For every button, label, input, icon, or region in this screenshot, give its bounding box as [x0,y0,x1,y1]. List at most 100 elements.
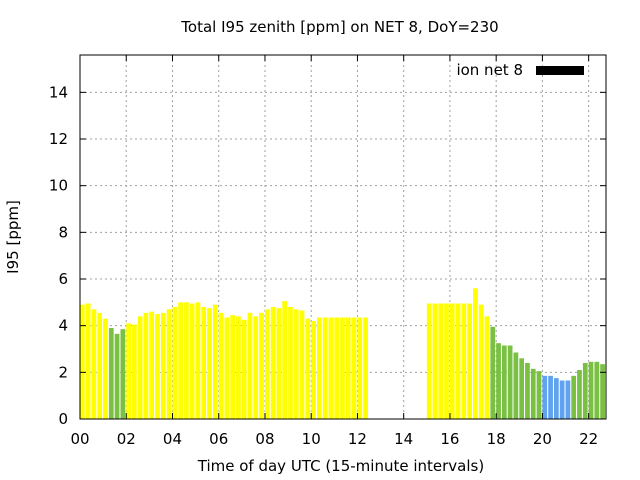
bar [114,333,120,419]
bar [155,314,160,419]
y-axis-label: I95 [ppm] [4,200,22,274]
x-tick-label: 02 [117,430,136,448]
bar [184,302,189,419]
y-tick-label: 12 [49,130,68,148]
bar [432,303,438,419]
x-tick-label: 08 [255,430,274,448]
bar [542,375,548,419]
bar [426,303,432,419]
bar [565,380,571,419]
bar [218,312,224,419]
bar [178,302,184,419]
bar [195,302,201,419]
bar [473,288,478,419]
bar [600,364,605,419]
bar [270,307,276,419]
bar [553,378,559,419]
bar [490,326,496,419]
bar [97,312,103,419]
bar [143,312,149,419]
bar [207,308,212,419]
bar [345,317,351,419]
x-tick-label: 16 [440,430,459,448]
y-tick-label: 6 [58,270,68,288]
bar [160,312,166,419]
y-tick-label: 8 [58,223,68,241]
bar [501,345,507,419]
bar [241,319,247,419]
x-tick-label: 10 [302,430,321,448]
bar [108,328,114,419]
bar [363,317,368,419]
x-tick-label: 00 [70,430,89,448]
bar [536,371,542,419]
x-tick-label: 04 [163,430,182,448]
bar [282,301,288,419]
bar [276,308,282,419]
bar [548,375,553,419]
bar [311,321,316,419]
bars [80,288,605,419]
bar [351,317,357,419]
bar [496,343,501,419]
chart-title: Total I95 zenith [ppm] on NET 8, DoY=230 [180,18,498,36]
bar [103,318,108,419]
bar [449,303,455,419]
bar [525,363,530,419]
bar [478,304,484,419]
bar [132,324,137,419]
legend-swatch [536,66,584,75]
bar [582,363,588,419]
bar [305,318,311,419]
grid-lines [80,55,606,419]
bar [559,380,565,419]
bar [322,317,328,419]
bar [588,361,594,419]
bar [467,303,473,419]
bar [253,316,259,419]
x-tick-label: 14 [394,430,413,448]
bar [571,375,577,419]
x-tick-label: 06 [209,430,228,448]
legend: ion net 8 [456,61,584,79]
bar [530,368,536,419]
bar [316,317,322,419]
y-tick-label: 4 [58,317,68,335]
bar [293,309,299,419]
bar [328,317,334,419]
bar [507,345,513,419]
bar [236,316,241,419]
legend-label: ion net 8 [456,61,523,79]
bar [259,312,264,419]
y-tick-label: 14 [49,83,68,101]
x-tick-label: 22 [579,430,598,448]
x-tick-label: 12 [348,430,367,448]
x-axis-label: Time of day UTC (15-minute intervals) [197,457,484,475]
bar [137,316,143,419]
bar [126,323,131,419]
bar [519,358,525,419]
bar [189,303,195,419]
x-tick-label: 20 [533,430,552,448]
bar [172,307,178,419]
bar [455,303,461,419]
bar [461,303,467,419]
bar [334,317,340,419]
bar [438,303,444,419]
bar [288,307,293,419]
bar [91,309,97,419]
bar [299,310,305,419]
bar [224,317,230,419]
bar [230,315,236,419]
bar [594,361,600,419]
bar [166,309,172,419]
bar [247,312,253,419]
x-tick-label: 18 [487,430,506,448]
y-tick-label: 10 [49,177,68,195]
plot-frame [79,54,607,420]
bar [201,307,207,419]
bar [340,317,345,419]
bar [80,304,85,419]
bar [149,311,155,419]
